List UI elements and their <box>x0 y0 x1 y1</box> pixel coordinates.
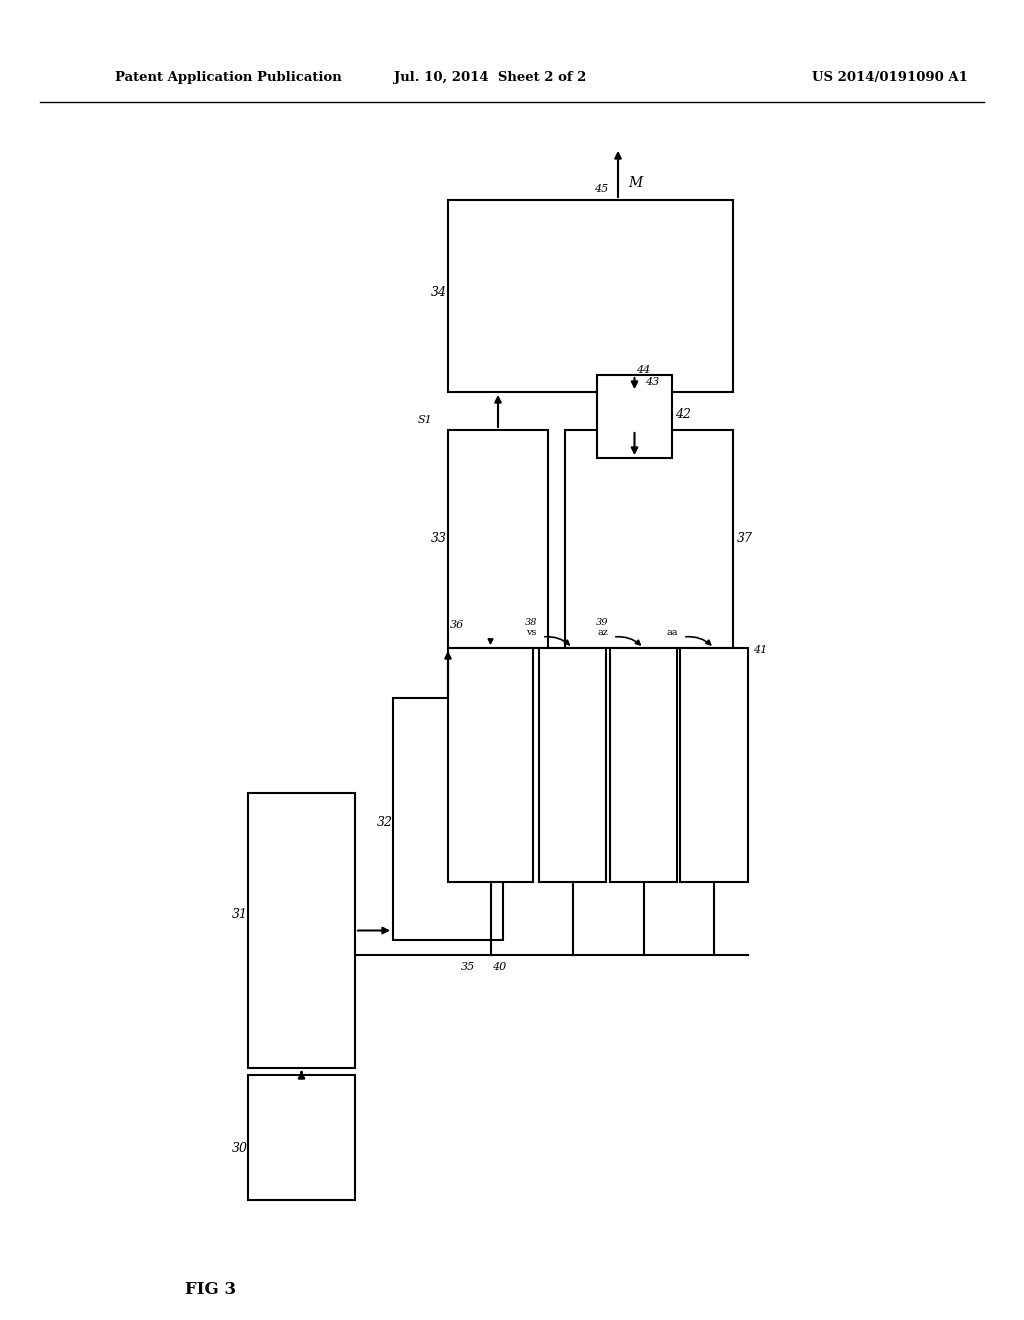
Bar <box>597 375 672 458</box>
Bar <box>449 430 548 648</box>
Text: 33: 33 <box>431 532 447 544</box>
Bar <box>610 648 677 882</box>
Bar <box>565 430 733 648</box>
Text: Jul. 10, 2014  Sheet 2 of 2: Jul. 10, 2014 Sheet 2 of 2 <box>394 71 586 84</box>
Text: FIG 3: FIG 3 <box>185 1282 237 1299</box>
Bar <box>449 201 733 392</box>
Text: 32: 32 <box>377 816 393 829</box>
Text: 45: 45 <box>594 183 608 194</box>
Text: az: az <box>597 628 608 638</box>
Text: 37: 37 <box>737 532 753 544</box>
Text: 34: 34 <box>431 286 447 300</box>
Text: vs: vs <box>526 628 537 638</box>
Text: 36: 36 <box>450 620 464 630</box>
Bar <box>248 1074 355 1200</box>
Text: 30: 30 <box>232 1142 248 1155</box>
Text: M: M <box>628 176 642 190</box>
Text: 39: 39 <box>596 618 608 627</box>
Text: 38: 38 <box>524 618 537 627</box>
Bar <box>393 698 503 940</box>
Bar <box>680 648 748 882</box>
Bar <box>449 648 534 882</box>
Text: Patent Application Publication: Patent Application Publication <box>115 71 342 84</box>
Bar <box>248 793 355 1068</box>
Text: US 2014/0191090 A1: US 2014/0191090 A1 <box>812 71 968 84</box>
Text: 44: 44 <box>636 366 650 375</box>
Text: 35: 35 <box>461 962 475 972</box>
Text: 43: 43 <box>645 378 659 387</box>
Text: aa: aa <box>667 628 678 638</box>
Bar <box>539 648 606 882</box>
Text: S1: S1 <box>417 414 432 425</box>
Text: 40: 40 <box>492 962 506 972</box>
Text: 41: 41 <box>753 645 767 655</box>
Text: 42: 42 <box>675 408 691 421</box>
Text: 31: 31 <box>232 908 248 921</box>
